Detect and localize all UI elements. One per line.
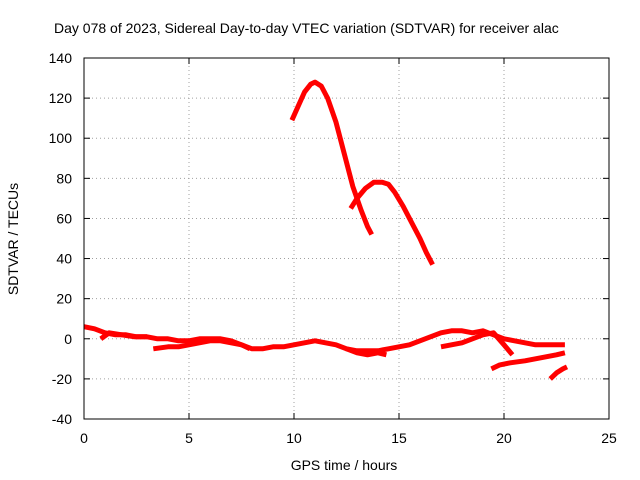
x-tick-label: 25 (601, 430, 617, 446)
series-arc-5 (99, 330, 147, 341)
x-axis-label: GPS time / hours (291, 457, 398, 473)
y-tick-label: 60 (56, 210, 72, 226)
y-tick-label: 80 (56, 170, 72, 186)
y-tick-label: 0 (64, 331, 72, 347)
series-arc-6 (345, 346, 387, 358)
x-tick-label: 5 (185, 430, 193, 446)
y-tick-label: -20 (52, 371, 72, 387)
x-tick-label: 15 (391, 430, 407, 446)
x-tick-label: 10 (286, 430, 302, 446)
y-tick-label: 140 (49, 50, 73, 66)
y-tick-label: 40 (56, 251, 72, 267)
series-layer (83, 79, 569, 381)
series-arc-4 (152, 338, 251, 352)
series-arc-8 (490, 350, 566, 372)
y-tick-label: -40 (52, 411, 72, 427)
y-tick-label: 100 (49, 130, 73, 146)
x-tick-label: 20 (496, 430, 512, 446)
y-axis-label: SDTVAR / TECUs (5, 183, 21, 295)
series-arc-7 (440, 330, 515, 357)
series-arc-9 (548, 364, 569, 381)
x-tick-label: 0 (80, 430, 88, 446)
series-arc-1 (289, 79, 374, 236)
plot-frame (83, 57, 610, 420)
grid (83, 57, 610, 420)
y-tick-label: 120 (49, 90, 73, 106)
y-tick-label: 20 (56, 291, 72, 307)
series-arc-2 (348, 179, 435, 266)
axis-ticks: -40 -20 0 20 40 60 80 100 120 140 0 5 10 15 20 25 (49, 50, 617, 446)
chart-title: Day 078 of 2023, Sidereal Day-to-day VTE… (54, 20, 559, 36)
